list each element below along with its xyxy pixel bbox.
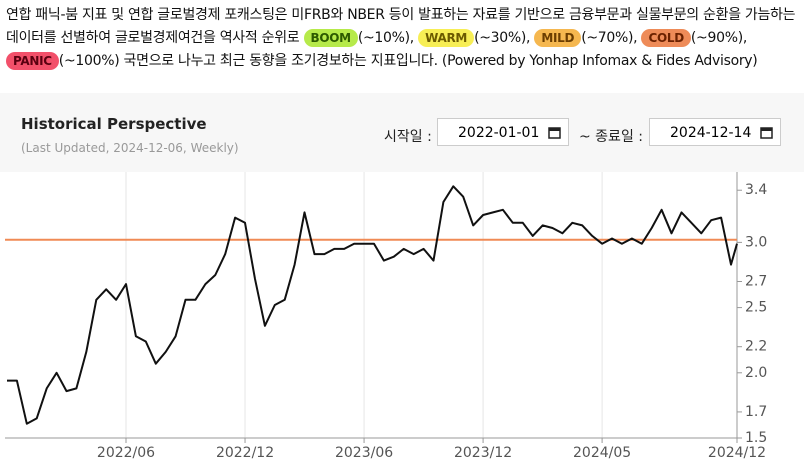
level-badge: MILD <box>534 29 582 47</box>
panel-subtitle: (Last Updated, 2024-12-06, Weekly) <box>21 141 239 155</box>
level-badge: PANIC <box>6 52 59 70</box>
panel-title: Historical Perspective <box>21 115 207 133</box>
y-tick-label: 2.5 <box>745 300 767 316</box>
y-tick-label: 2.7 <box>745 274 767 290</box>
level-range: (~70%), <box>581 30 638 46</box>
level-range: (~30%), <box>474 30 531 46</box>
x-tick-label: 2022/06 <box>97 445 155 461</box>
x-tick-label: 2023/06 <box>335 445 393 461</box>
end-date-input[interactable]: 2024-12-14 <box>649 118 781 146</box>
levels: BOOM (~10%), WARM (~30%), MILD (~70%), COLD… <box>6 29 748 70</box>
x-tick-label: 2024/05 <box>573 445 631 461</box>
end-label: ~ 종료일 : <box>579 129 643 145</box>
x-tick-label: 2023/12 <box>454 445 512 461</box>
level-badge: BOOM <box>303 29 358 47</box>
start-label: 시작일 : <box>384 129 432 145</box>
level-badge: COLD <box>641 29 691 47</box>
start-date: 2022-01-01 <box>458 125 540 141</box>
y-tick-label: 2.2 <box>745 339 767 355</box>
outro-text: 국면으로 나누고 최근 동향을 조기경보하는 지표입니다. (Powered b… <box>123 53 758 69</box>
end-date: 2024-12-14 <box>670 125 752 141</box>
intro-text: 연합 패닉-붐 지표 및 연합 글로벌경제 포캐스팅은 미FRB와 NBER 등… <box>6 7 796 46</box>
y-tick-label: 1.7 <box>745 404 767 420</box>
level-range: (~100%) <box>58 53 120 69</box>
level-range: (~10%), <box>357 30 414 46</box>
x-tick-label: 2022/12 <box>216 445 274 461</box>
calendar-icon <box>548 127 561 139</box>
chart: 2022/06 2022/12 2023/06 2023/12 2024/05 2024/… <box>0 172 804 473</box>
y-tick-label: 1.5 <box>745 430 767 446</box>
description: 연합 패닉-붐 지표 및 연합 글로벌경제 포캐스팅은 미FRB와 NBER 등… <box>6 4 802 73</box>
line-series <box>7 185 738 425</box>
y-tick-label: 2.0 <box>745 365 767 381</box>
y-tick-label: 3.4 <box>745 182 767 198</box>
level-badge: WARM <box>418 29 475 47</box>
level-range: (~90%), <box>690 30 748 46</box>
calendar-icon <box>760 127 773 139</box>
y-tick-label: 3.0 <box>745 234 767 250</box>
start-date-input[interactable]: 2022-01-01 <box>437 118 569 146</box>
x-tick-label: 2024/12 <box>708 445 766 461</box>
